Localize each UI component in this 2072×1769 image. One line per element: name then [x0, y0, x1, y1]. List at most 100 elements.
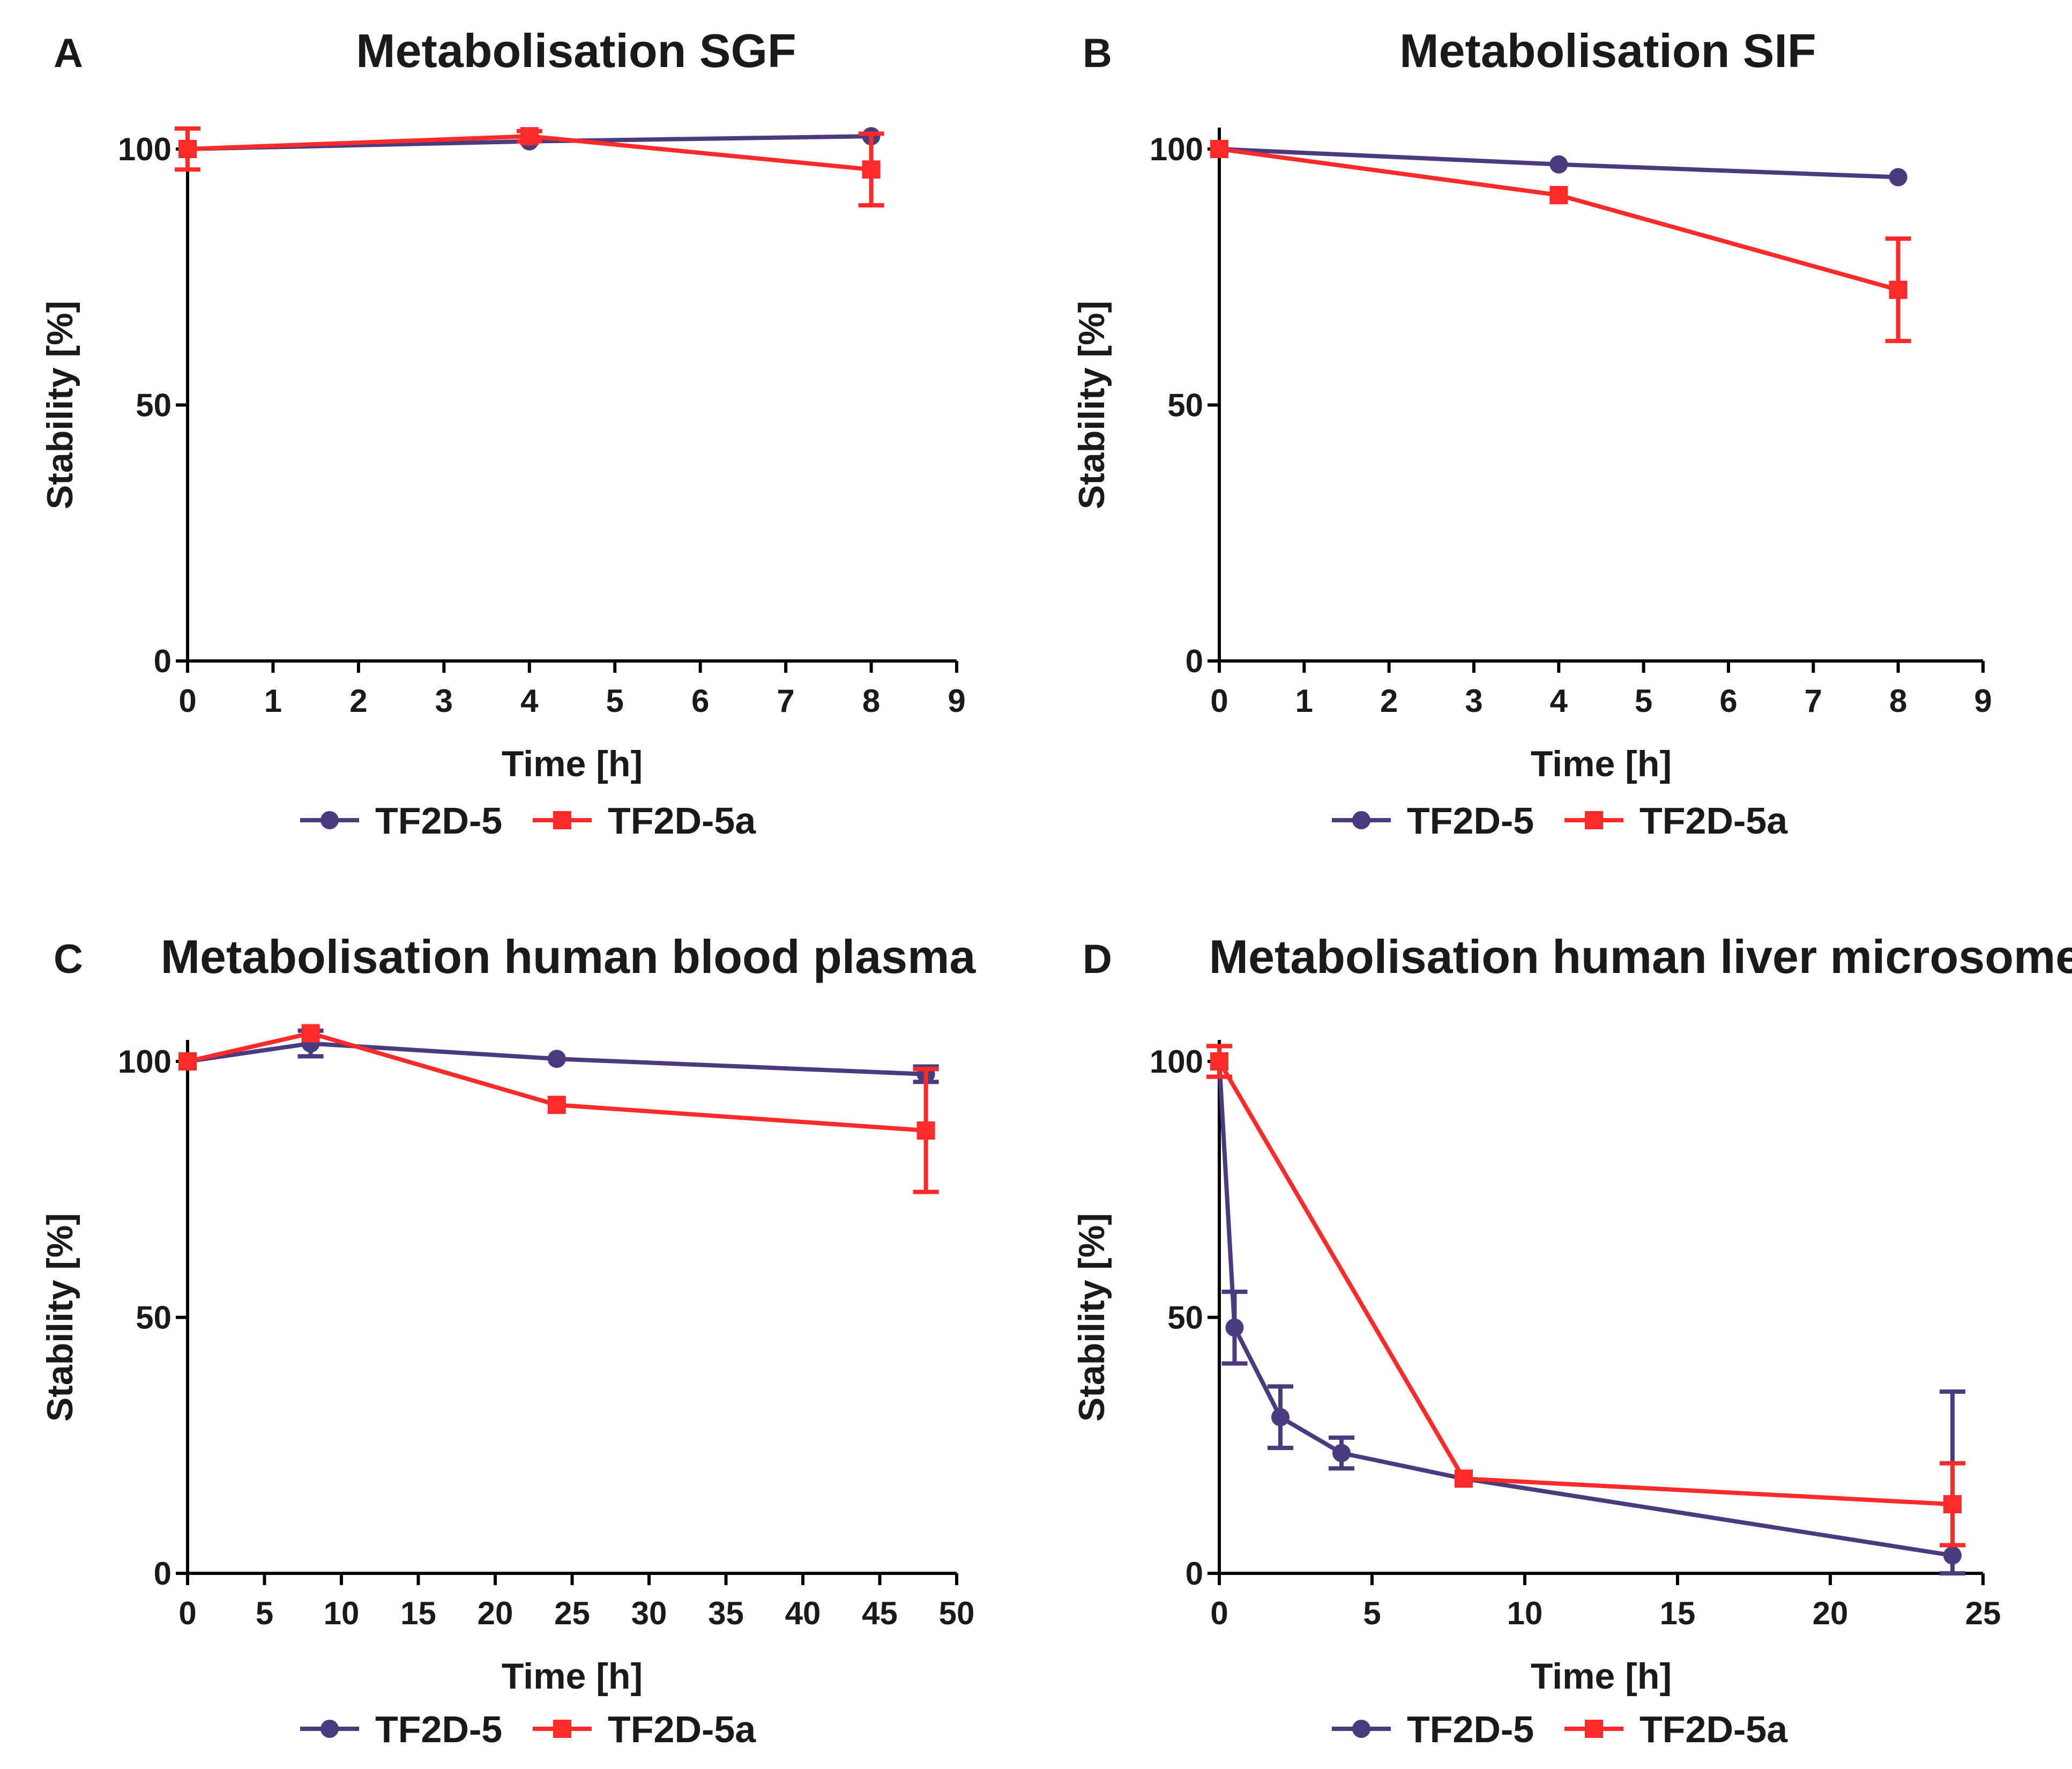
x-tick-label: 0: [178, 683, 196, 719]
x-tick-label: 30: [631, 1595, 667, 1631]
x-tick-label: 2: [1380, 683, 1398, 719]
legend-label: TF2D-5a: [608, 1708, 756, 1750]
data-point: [547, 1050, 566, 1068]
panel-letter: C: [54, 936, 83, 982]
legend: TF2D-5 TF2D-5a: [1332, 1708, 1788, 1750]
x-tick-label: 4: [520, 683, 539, 719]
x-tick-label: 8: [1889, 683, 1907, 719]
legend-label: TF2D-5a: [1639, 1708, 1788, 1750]
x-tick-label: 1: [264, 683, 282, 719]
x-tick-label: 10: [1507, 1595, 1543, 1631]
x-tick-label: 2: [349, 683, 367, 719]
chart-panel-b: B Metabolisation SIF 0 1 2 3 4 5 6 7 8 9 0 50 100 Time …: [1071, 24, 1992, 842]
x-axis-label: Time [h]: [502, 744, 643, 784]
legend-marker-circle: [321, 811, 339, 829]
chart-panel-a: A Metabolisation SGF 0 1 2 3 4 5 6 7 8 9 0 50 100 Time …: [40, 24, 966, 842]
data-point: [916, 1121, 935, 1140]
x-tick-label: 5: [1363, 1595, 1381, 1631]
x-tick-label: 6: [1719, 683, 1737, 719]
x-tick-label: 0: [1210, 1595, 1228, 1631]
x-tick-label: 7: [777, 683, 794, 719]
x-tick-label: 10: [324, 1595, 360, 1631]
series-tf2d-5a: [1210, 140, 1911, 344]
y-tick-label: 0: [154, 643, 172, 679]
series-tf2d-5a: [178, 1024, 939, 1194]
series-line: [1217, 1061, 1953, 1558]
panel-letter: D: [1083, 936, 1112, 982]
legend-marker-circle: [321, 1720, 339, 1738]
y-tick-label: 50: [136, 1300, 172, 1336]
data-point: [862, 160, 881, 179]
x-tick-label: 9: [948, 683, 965, 719]
y-tick-label: 100: [118, 1044, 172, 1080]
series-line: [187, 1041, 926, 1076]
data-point: [520, 127, 539, 146]
chart-title: Metabolisation SGF: [356, 24, 796, 77]
y-tick-label: 100: [1150, 131, 1203, 167]
x-tick-label: 7: [1805, 683, 1822, 719]
data-point: [1549, 185, 1568, 204]
y-tick-label: 0: [154, 1556, 172, 1592]
x-tick-label: 0: [178, 1595, 196, 1631]
data-point: [1210, 1052, 1228, 1071]
y-tick-label: 50: [1167, 1300, 1203, 1336]
series-tf2d-5a: [1206, 1044, 1965, 1548]
legend-marker-square: [1585, 1720, 1603, 1738]
panel-letter: B: [1083, 31, 1112, 76]
x-tick-label: 50: [939, 1595, 975, 1631]
panel-letter: A: [54, 31, 83, 76]
x-tick-label: 3: [1465, 683, 1482, 719]
x-tick-label: 45: [862, 1595, 898, 1631]
x-tick-label: 25: [554, 1595, 590, 1631]
y-tick-label: 0: [1186, 1556, 1203, 1592]
legend-label: TF2D-5: [375, 1708, 502, 1750]
legend: TF2D-5 TF2D-5a: [300, 1708, 756, 1750]
chart-title: Metabolisation SIF: [1399, 24, 1816, 77]
legend-marker-square: [553, 1720, 571, 1738]
x-tick-label: 5: [256, 1595, 273, 1631]
chart-panel-d: D Metabolisation human liver microsome 0 5 1…: [1071, 930, 2072, 1750]
series-tf2d-5: [1206, 1044, 1965, 1575]
data-point: [1210, 140, 1228, 158]
x-axis-label: Time [h]: [1531, 744, 1672, 784]
x-tick-label: 15: [1660, 1595, 1696, 1631]
legend-label: TF2D-5: [1407, 800, 1534, 842]
legend-label: TF2D-5a: [608, 800, 756, 842]
data-point: [1225, 1318, 1244, 1337]
x-tick-label: 40: [785, 1595, 821, 1631]
x-tick-label: 1: [1295, 683, 1313, 719]
y-axis-label: Stability [%]: [1071, 1213, 1112, 1422]
x-tick-label: 20: [478, 1595, 513, 1631]
x-axis-label: Time [h]: [502, 1656, 643, 1697]
legend-marker-square: [553, 811, 571, 829]
data-point: [1889, 280, 1907, 299]
x-axis-label: Time [h]: [1531, 1656, 1672, 1697]
x-tick-label: 5: [606, 683, 624, 719]
series-tf2d-5a: [175, 126, 884, 208]
x-tick-label: 6: [691, 683, 709, 719]
chart-title: Metabolisation human liver microsome: [1209, 930, 2072, 983]
y-tick-label: 50: [1167, 388, 1203, 423]
y-tick-label: 0: [1186, 643, 1203, 679]
legend-label: TF2D-5: [1407, 1708, 1534, 1750]
data-point: [1271, 1408, 1290, 1426]
chart-title: Metabolisation human blood plasma: [161, 930, 977, 983]
legend: TF2D-5 TF2D-5a: [300, 800, 756, 842]
x-tick-label: 35: [708, 1595, 744, 1631]
legend-marker-circle: [1352, 1720, 1370, 1738]
y-tick-label: 50: [136, 388, 172, 423]
legend: TF2D-5 TF2D-5a: [1332, 800, 1788, 842]
y-axis-label: Stability [%]: [40, 1213, 80, 1422]
data-point: [1549, 155, 1568, 174]
data-point: [1455, 1469, 1473, 1488]
x-tick-label: 4: [1550, 683, 1568, 719]
legend-marker-square: [1585, 811, 1603, 829]
x-tick-label: 3: [435, 683, 453, 719]
x-tick-label: 0: [1210, 683, 1228, 719]
y-tick-label: 100: [118, 131, 172, 167]
y-axis-label: Stability [%]: [1071, 301, 1112, 509]
x-tick-label: 8: [862, 683, 880, 719]
legend-label: TF2D-5: [375, 800, 502, 842]
data-point: [301, 1024, 320, 1043]
